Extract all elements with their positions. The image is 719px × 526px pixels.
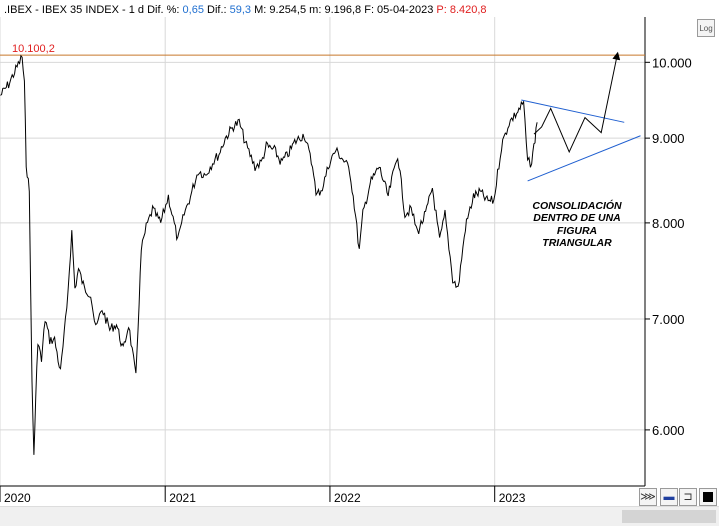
x-axis-ticks: 2020 2021 2022 2023 (0, 486, 526, 505)
dif-pct-value: 0,65 (182, 4, 204, 16)
price-line (0, 54, 538, 455)
save-icon[interactable]: ▬ (660, 488, 678, 506)
resistance-label: 10.100,2 (12, 43, 55, 55)
y-tick-label: 7.000 (652, 312, 685, 327)
ticker-label: .IBEX - IBEX 35 INDEX - 1 d (4, 4, 144, 16)
annotation-text: CONSOLIDACIÓN DENTRO DE UNA FIGURA TRIAN… (522, 200, 632, 249)
horizontal-scrollbar[interactable] (0, 506, 719, 526)
dif-pct-label: Dif. %: (147, 4, 180, 16)
price-series (0, 54, 538, 455)
color-square-icon[interactable] (699, 488, 717, 506)
grid (0, 17, 645, 486)
date-label: F: 05-04-2023 (364, 4, 434, 16)
info-bar: .IBEX - IBEX 35 INDEX - 1 d Dif. %: 0,65… (0, 0, 645, 20)
annotation-line: FIGURA (556, 224, 598, 237)
annotation-line: CONSOLIDACIÓN (532, 200, 622, 212)
max-label: M: 9.254,5 (254, 4, 307, 16)
dif-label: Dif.: (207, 4, 227, 16)
y-axis-ticks: 6.000 7.000 8.000 9.000 10.000 (645, 55, 692, 438)
triangle-pattern (521, 99, 641, 182)
x-tick-label: 2021 (169, 491, 196, 505)
x-tick-label: 2023 (499, 491, 526, 505)
resistance-level: 10.100,2 (0, 43, 645, 56)
y-tick-label: 6.000 (652, 423, 685, 438)
scrollbar-thumb[interactable] (622, 510, 716, 523)
triangle-lower-line (527, 135, 641, 182)
y-tick-label: 9.000 (652, 131, 685, 146)
dif-value: 59,3 (229, 4, 252, 16)
projection-path (533, 51, 621, 154)
y-tick-label: 10.000 (652, 55, 692, 70)
y-tick-label: 8.000 (652, 216, 685, 231)
log-scale-button[interactable]: Log (697, 19, 715, 37)
pin-icon[interactable]: ⊐ (679, 488, 697, 506)
triangle-upper-line (521, 99, 625, 123)
price-label: P: 8.420,8 (436, 4, 487, 16)
annotation-line: TRIANGULAR (542, 236, 612, 249)
x-tick-label: 2020 (4, 491, 31, 505)
projection-arrow (533, 51, 621, 154)
min-label: m: 9.196,8 (309, 4, 362, 16)
zoom-icon[interactable]: ⋙ (639, 488, 657, 506)
x-tick-label: 2022 (334, 491, 361, 505)
annotation-line: DENTRO DE UNA (533, 212, 621, 225)
